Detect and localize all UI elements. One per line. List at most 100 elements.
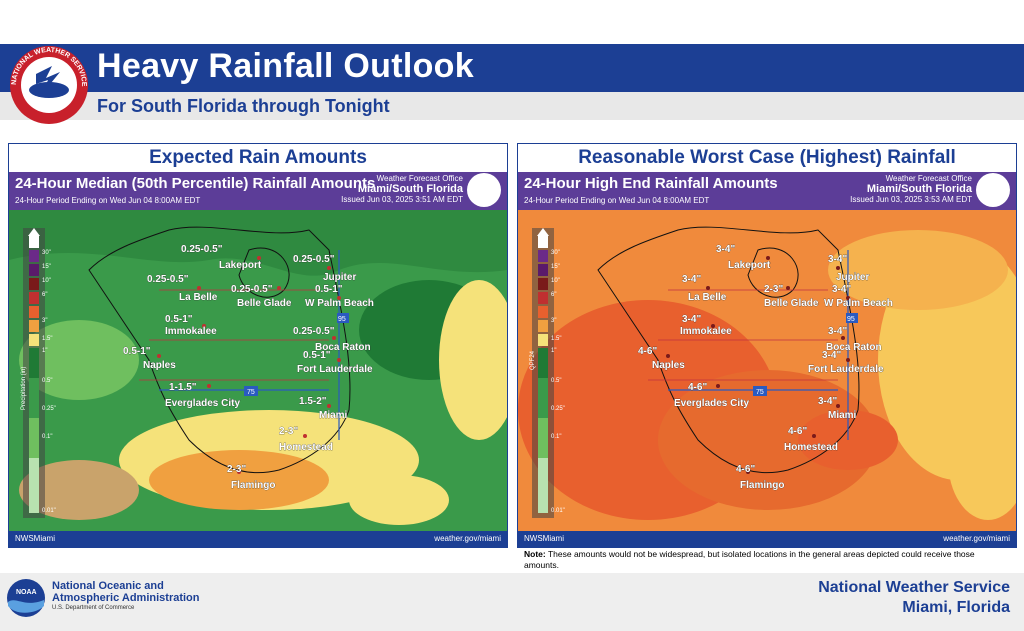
legend-tick: 0.01": [42, 508, 56, 514]
city-label: Jupiter: [323, 272, 356, 283]
agency-line-2: Atmospheric Administration: [52, 592, 200, 604]
city-label: Homestead: [784, 442, 838, 453]
noaa-logo: NOAA: [7, 579, 45, 617]
legend-tick: 15": [551, 264, 560, 270]
legend-tick: 1.5": [42, 336, 52, 342]
social-handle[interactable]: NWSMiami: [15, 534, 55, 543]
legend-tick: 1.5": [551, 336, 561, 342]
location-immokalee: 3-4" Immokalee: [680, 314, 733, 338]
office-name: Miami/South Florida: [357, 183, 463, 195]
location-naples: 0.5-1" Naples: [123, 346, 177, 372]
city-label: Miami: [319, 410, 348, 421]
city-label: Immokalee: [680, 326, 732, 337]
amount-label: 3-4": [828, 254, 847, 265]
header-bar: [0, 44, 1024, 92]
location-belle-glade: 0.25-0.5" Belle Glade: [231, 284, 292, 310]
city-label: Boca Raton: [315, 342, 371, 353]
page-subtitle: For South Florida through Tonight: [97, 96, 390, 116]
legend-tick: 0.25": [551, 406, 565, 412]
location-w-palm-beach: 3-4" W Palm Beach: [824, 284, 893, 310]
map-period: 24-Hour Period Ending on Wed Jun 04 8:00…: [15, 196, 201, 205]
amount-label: 0.5-1": [165, 314, 193, 325]
legend-tick: 30": [551, 250, 560, 256]
nws-location: Miami, Florida: [902, 599, 1010, 616]
panel-footer: NWSMiami weather.gov/miami: [518, 531, 1016, 547]
legend-tick: 1": [551, 348, 556, 354]
location-la-belle: 0.25-0.5" La Belle: [147, 274, 218, 304]
subtitle-bar: [0, 92, 1024, 120]
amount-label: 0.25-0.5": [181, 244, 223, 255]
location-fort-lauderdale: 3-4" Fort Lauderdale: [808, 350, 885, 376]
panel-heading: Expected Rain Amounts: [149, 147, 367, 168]
amount-label: 0.5-1": [315, 284, 343, 295]
legend-tick: 6": [42, 292, 47, 298]
amount-label: 0.25-0.5": [293, 326, 335, 337]
legend-tick: 3": [42, 318, 47, 324]
location-lakeport: 3-4" Lakeport: [716, 244, 771, 272]
amount-label: 4-6": [736, 464, 755, 475]
panel-heading: Reasonable Worst Case (Highest) Rainfall: [578, 147, 956, 168]
legend-tick: 30": [42, 250, 51, 256]
city-label: Belle Glade: [764, 298, 819, 309]
location-flamingo: 2-3" Flamingo: [227, 464, 276, 492]
amount-label: 2-3": [764, 284, 783, 295]
page-title: Heavy Rainfall Outlook: [97, 47, 474, 85]
footer-bar: [0, 573, 1024, 631]
nws-logo: NATIONAL WEATHER SERVICE: [10, 46, 88, 124]
amount-label: 3-4": [818, 396, 837, 407]
legend-tick: 0.5": [42, 378, 52, 384]
legend-tick: 10": [42, 278, 51, 284]
city-label: Lakeport: [219, 260, 262, 271]
website-link[interactable]: weather.gov/miami: [943, 534, 1010, 543]
nws-mini-logo-icon: [467, 173, 501, 207]
amount-label: 0.25-0.5": [147, 274, 189, 285]
rainfall-map-median: 75 95 30" 15" 10" 6" 3" 1.5" 1" 0.: [9, 210, 507, 531]
location-miami: 3-4" Miami: [818, 396, 857, 422]
city-label: Immokalee: [165, 326, 217, 337]
amount-label: 3-4": [682, 274, 701, 285]
city-label: Homestead: [279, 442, 333, 453]
office-block: Weather Forecast Office Miami/South Flor…: [341, 174, 463, 205]
legend: 30" 15" 10" 6" 3" 1.5" 1" 0.5" 0.25" 0.1…: [530, 228, 565, 518]
location-miami: 1.5-2" Miami: [299, 396, 348, 422]
city-label: Fort Lauderdale: [297, 364, 373, 375]
amount-label: 1.5-2": [299, 396, 327, 407]
location-everglades-city: 4-6" Everglades City: [674, 382, 750, 410]
location-lakeport: 0.25-0.5" Lakeport: [181, 244, 262, 272]
city-label: La Belle: [688, 292, 727, 303]
amount-label: 2-3": [227, 464, 246, 475]
location-jupiter: 0.25-0.5" Jupiter: [293, 254, 357, 284]
disclaimer-note: Note: These amounts would not be widespr…: [524, 549, 994, 571]
issued-time: Issued Jun 03, 2025 3:53 AM EDT: [850, 195, 972, 204]
city-label: W Palm Beach: [824, 298, 893, 309]
location-homestead: 2-3" Homestead: [279, 426, 333, 454]
city-label: Everglades City: [674, 398, 749, 409]
location-naples: 4-6" Naples: [638, 346, 686, 372]
location-immokalee: 0.5-1" Immokalee: [165, 314, 218, 338]
amount-label: 0.5-1": [123, 346, 151, 357]
hwy-75-label: 75: [247, 389, 255, 396]
legend-axis-label: Precipitation (in): [21, 367, 27, 410]
location-fort-lauderdale: 0.5-1" Fort Lauderdale: [297, 350, 374, 376]
amount-label: 0.5-1": [303, 350, 331, 361]
map-title-bar: [518, 172, 1016, 210]
social-handle[interactable]: NWSMiami: [524, 534, 564, 543]
amount-label: 3-4": [832, 284, 851, 295]
map-title: 24-Hour Median (50th Percentile) Rainfal…: [15, 175, 376, 192]
legend-tick: 15": [42, 264, 51, 270]
department-name: U.S. Department of Commerce: [52, 605, 135, 611]
agency-line-1: National Oceanic and: [52, 580, 164, 592]
website-link[interactable]: weather.gov/miami: [434, 534, 501, 543]
location-jupiter: 3-4" Jupiter: [828, 254, 870, 284]
amount-label: 1-1.5": [169, 382, 197, 393]
amount-label: 3-4": [828, 326, 847, 337]
location-belle-glade: 2-3" Belle Glade: [764, 284, 819, 310]
amount-label: 3-4": [682, 314, 701, 325]
legend-tick: 10": [551, 278, 560, 284]
location-w-palm-beach: 0.5-1" W Palm Beach: [305, 284, 374, 310]
location-everglades-city: 1-1.5" Everglades City: [165, 382, 241, 410]
office-label: Weather Forecast Office: [376, 174, 463, 183]
legend-tick: 0.25": [42, 406, 56, 412]
map-title-bar: [9, 172, 507, 210]
panel-footer: NWSMiami weather.gov/miami: [9, 531, 507, 547]
